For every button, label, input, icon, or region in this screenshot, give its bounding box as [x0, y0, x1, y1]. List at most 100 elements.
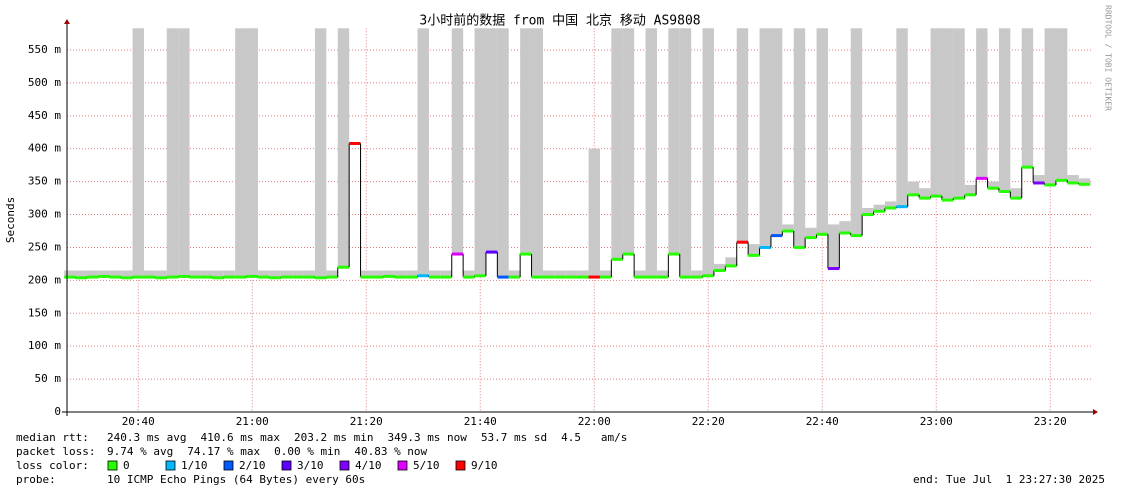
smoke	[86, 270, 99, 278]
median-segment	[793, 245, 806, 249]
smoke	[257, 270, 270, 278]
smoke	[577, 270, 589, 278]
median-segment	[976, 176, 988, 180]
smoke	[850, 28, 863, 236]
median-segment	[896, 205, 908, 209]
legend-swatch	[281, 460, 292, 471]
median-segment	[132, 275, 144, 279]
median-segment	[816, 232, 828, 236]
smoke	[896, 28, 908, 207]
smoke	[599, 270, 612, 278]
smoke	[178, 28, 190, 277]
smoke	[964, 184, 977, 195]
median-segment	[941, 198, 954, 202]
smoke	[314, 28, 327, 278]
median-segment	[178, 274, 190, 278]
median-segment	[303, 275, 315, 279]
y-tick-label: 550 m	[28, 43, 61, 56]
median-segment	[371, 275, 384, 279]
median-segment	[748, 253, 760, 257]
median-segment	[725, 264, 737, 268]
smoke	[292, 270, 304, 278]
smoke	[736, 28, 749, 243]
median-segment	[337, 265, 350, 269]
median-segment	[417, 274, 429, 278]
smoke	[1078, 178, 1091, 185]
median-segment	[86, 275, 99, 279]
legend-label: 9/10	[471, 459, 498, 472]
smoke	[827, 224, 840, 269]
median-segment	[759, 245, 771, 249]
median-segment	[953, 196, 965, 200]
median-segment	[565, 275, 578, 279]
smoke	[121, 270, 133, 278]
x-tick-label: 21:20	[350, 415, 383, 428]
smoke	[713, 263, 726, 271]
legend-label: loss color:	[16, 459, 89, 472]
median-segment	[394, 275, 407, 279]
stat-value: 40.83 % now	[354, 445, 427, 458]
median-segment	[930, 194, 942, 198]
median-segment	[599, 275, 612, 279]
median-segment	[280, 275, 293, 279]
smoke	[451, 28, 464, 255]
smoke	[816, 28, 828, 235]
smoke	[485, 28, 498, 253]
median-segment	[143, 275, 156, 279]
legend-label: 3/10	[297, 459, 324, 472]
smoke	[976, 28, 988, 179]
smoke	[64, 270, 76, 278]
smoke	[725, 257, 737, 266]
smoke	[1010, 188, 1022, 199]
median-segment	[873, 209, 885, 213]
smoke	[497, 28, 509, 278]
smoke	[793, 28, 806, 248]
smoke	[246, 28, 258, 277]
y-tick-label: 0	[54, 405, 61, 418]
stat-value: 53.7 ms sd	[481, 431, 547, 444]
credit: RRDTOOL / TOBI OETIKER	[1104, 5, 1113, 111]
median-segment	[235, 275, 247, 279]
x-tick-label: 22:00	[578, 415, 611, 428]
median-segment	[919, 196, 931, 200]
smoke	[645, 28, 657, 278]
smoke	[200, 270, 213, 278]
smoke	[75, 270, 87, 278]
median-segment	[212, 276, 224, 280]
median-segment	[451, 252, 464, 256]
legend-label: 4/10	[355, 459, 382, 472]
smoke	[770, 28, 783, 236]
smoke	[98, 270, 110, 277]
smoke	[862, 207, 874, 215]
median-segment	[805, 236, 817, 240]
median-segment	[1078, 182, 1091, 186]
x-tick-label: 23:00	[920, 415, 953, 428]
stat-value: 0.00 % min	[274, 445, 340, 458]
smoke	[269, 270, 281, 278]
median-segment	[998, 190, 1011, 194]
median-segment	[314, 276, 327, 280]
median-segment	[691, 275, 703, 279]
median-segment	[98, 274, 110, 278]
median-segment	[1067, 181, 1079, 185]
median-segment	[1033, 181, 1045, 185]
legend-label: 0	[123, 459, 130, 472]
median-segment	[702, 274, 714, 278]
median-segment	[736, 240, 749, 244]
y-tick-label: 100 m	[28, 339, 61, 352]
stat-values: 240.3 ms avg 410.6 ms max 203.2 ms min 349.…	[107, 431, 627, 444]
median-segment	[189, 275, 201, 279]
median-segment	[827, 267, 840, 271]
smoke	[884, 201, 897, 208]
smoke	[702, 28, 714, 276]
smoke	[212, 270, 224, 278]
smoke	[930, 28, 942, 197]
median-segment	[634, 275, 646, 279]
median-segment	[349, 141, 361, 145]
smoke	[280, 270, 293, 278]
smoke	[1033, 175, 1045, 183]
median-segment	[257, 275, 270, 279]
median-segment	[246, 274, 258, 278]
smoke	[223, 270, 236, 278]
smoke	[383, 270, 395, 277]
